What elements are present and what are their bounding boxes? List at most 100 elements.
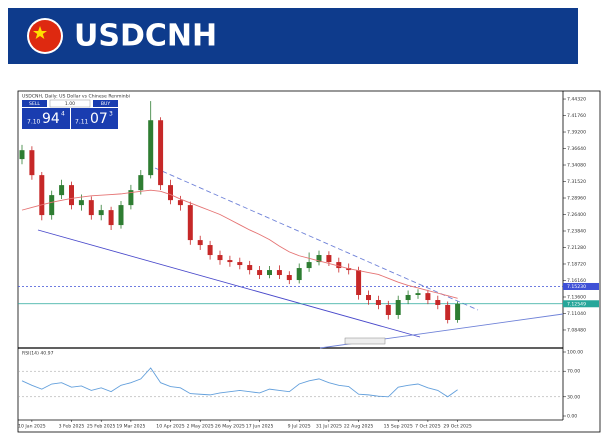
candle-body [267, 270, 272, 276]
candle-body [455, 303, 461, 320]
candle-body [88, 200, 94, 216]
drawings [37, 167, 564, 349]
x-tick-label: 10 Jan 2025 [18, 424, 46, 430]
rsi-line [21, 367, 458, 398]
candle-body [138, 175, 144, 191]
upper-trendline [154, 167, 479, 311]
buy-label: BUY [101, 101, 111, 107]
y-tick-label: 7.44320 [567, 97, 586, 103]
lower-trendline [37, 229, 421, 338]
candle-body [326, 255, 332, 263]
ask-prefix: 7.11 [75, 119, 89, 126]
candle-body [237, 262, 243, 266]
bid-fraction: 4 [61, 111, 65, 118]
candle-body [19, 150, 25, 160]
candle-body [148, 120, 154, 176]
x-tick-label: 3 Feb 2025 [59, 424, 85, 430]
candle-body [158, 120, 164, 186]
candle-body [336, 262, 342, 269]
candle-body [425, 293, 431, 301]
header-title: USDCNH [74, 19, 217, 54]
candle-body [177, 200, 183, 206]
rsi-title: RSI(14) 40.97 [22, 351, 54, 357]
candle-body [375, 300, 381, 305]
candle-body [306, 262, 312, 269]
candle-body [197, 240, 203, 246]
rsi-tick-label: 30.00 [567, 394, 580, 400]
candle-body [69, 185, 74, 206]
candle-body [168, 185, 173, 201]
x-tick-label: 26 May 2025 [215, 424, 245, 430]
x-tick-label: 29 Oct 2025 [443, 424, 471, 430]
y-tick-label: 7.39200 [567, 130, 586, 136]
candle-body [435, 300, 441, 305]
y-tick-label: 7.31520 [567, 179, 586, 185]
candle-body [39, 175, 45, 216]
candle-body [128, 190, 134, 206]
x-tick-label: 9 Jul 2025 [288, 424, 311, 430]
x-tick-label: 7 Oct 2025 [415, 424, 441, 430]
ask-fraction: 3 [109, 111, 113, 118]
x-tick-label: 15 Sep 2025 [384, 424, 413, 430]
candle-body [187, 205, 193, 241]
x-tick-label: 17 Jun 2025 [246, 424, 274, 430]
buy-button[interactable] [93, 100, 118, 107]
y-tick-label: 7.08480 [567, 327, 586, 333]
y-tick-label: 7.23840 [567, 229, 586, 235]
chart-title: USDCNH, Daily: US Dollar vs Chinese Renm… [22, 94, 130, 100]
candle-body [415, 293, 421, 295]
candle-body [385, 304, 391, 315]
candle-body [207, 245, 213, 256]
flag-star [33, 26, 47, 39]
y-tick-label: 7.21280 [567, 245, 586, 251]
x-tick-label: 10 Apr 2025 [156, 424, 184, 430]
lot-value: 1.00 [65, 101, 75, 107]
ask-pips: 07 [90, 111, 108, 127]
candle-body [108, 210, 114, 226]
price-line-tag [563, 282, 599, 290]
bid-prefix: 7.10 [27, 119, 41, 126]
lot-input[interactable] [49, 99, 91, 108]
y-tick-label: 7.34080 [567, 163, 586, 169]
candle-body [78, 200, 84, 206]
candle-body [257, 270, 263, 276]
price-line-tag [563, 300, 599, 308]
header-banner [8, 8, 578, 64]
y-tick-label: 7.26400 [567, 212, 586, 218]
y-tick-label: 7.28960 [567, 196, 586, 202]
bid-box[interactable] [22, 108, 70, 129]
price-line-label: 7.12549 [567, 301, 586, 307]
y-tick-label: 7.41760 [567, 113, 586, 119]
y-tick-label: 7.36640 [567, 146, 586, 152]
candle-body [366, 294, 371, 301]
trade-panel: SELL 1.00 BUY 7.10 94 4 7.11 07 3 [22, 99, 118, 129]
x-tick-label: 22 Aug 2025 [344, 424, 374, 430]
x-tick-label: 19 Mar 2025 [116, 424, 145, 430]
y-tick-label: 7.11040 [567, 311, 586, 317]
candle-body [49, 195, 55, 216]
y-tick-label: 7.13600 [567, 294, 586, 300]
drawing-label [344, 337, 386, 345]
candle-body [29, 150, 35, 176]
x-tick-label: 25 Feb 2025 [87, 424, 116, 430]
candle-body [395, 300, 401, 315]
candle-body [227, 260, 233, 263]
candle-body [405, 294, 411, 301]
price-line-label: 7.15230 [567, 284, 586, 290]
candle-body [98, 210, 104, 216]
moving-average [21, 189, 458, 299]
bid-pips: 94 [42, 111, 60, 127]
sell-button[interactable] [22, 100, 47, 107]
candle-body [217, 255, 223, 261]
ask-box[interactable] [71, 108, 118, 129]
candle-body [286, 275, 292, 281]
rsi-tick-label: 100.00 [567, 350, 583, 356]
x-tick-label: 2 May 2025 [187, 424, 214, 430]
x-tick-label: 31 Jul 2025 [316, 424, 342, 430]
candle-body [445, 304, 451, 320]
candle-body [118, 205, 124, 226]
candle-body [296, 268, 302, 281]
y-tick-label: 7.16160 [567, 278, 586, 284]
flag [29, 20, 61, 52]
